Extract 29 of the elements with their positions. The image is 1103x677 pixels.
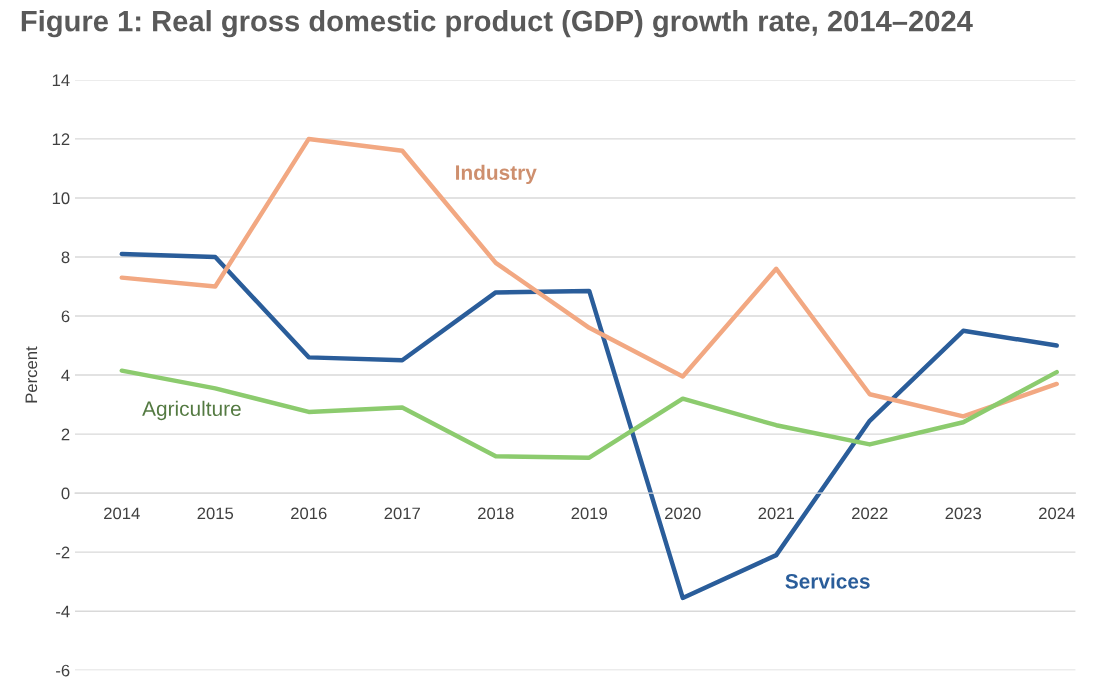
- x-tick-label: 2023: [945, 507, 982, 520]
- x-tick-label: 2016: [291, 507, 327, 520]
- y-tick-label: 12: [52, 133, 70, 145]
- series-label: Agriculture: [142, 400, 241, 421]
- y-tick-label: -6: [56, 664, 70, 677]
- x-tick-label: 2015: [197, 507, 234, 520]
- line-series: [119, 136, 1059, 419]
- x-tick-label: 2014: [104, 507, 140, 520]
- y-tick-label: 8: [61, 251, 70, 264]
- y-tick-label: -4: [56, 605, 70, 618]
- x-tick-label: 2018: [478, 507, 514, 520]
- y-tick-label: -2: [56, 546, 70, 559]
- line-series: [119, 368, 1059, 460]
- x-tick-label: 2017: [384, 507, 420, 520]
- y-tick-label: 6: [61, 310, 70, 323]
- x-tick-label: 2020: [665, 507, 701, 520]
- x-tick-label: 2022: [852, 507, 888, 520]
- series-label: Industry: [456, 164, 537, 185]
- x-tick-label: 2021: [758, 507, 794, 520]
- y-tick-label: 4: [61, 369, 70, 382]
- chart-title: Figure 1: Real gross domestic product (GDP) growth rate, 2014–2024: [21, 10, 973, 38]
- y-tick-label: 14: [52, 74, 70, 86]
- series-label: Services: [785, 573, 870, 589]
- y-tick-label: 10: [52, 192, 70, 205]
- y-axis-title: Percent: [25, 346, 38, 403]
- y-tick-label: 2: [61, 428, 70, 441]
- x-tick-label: 2019: [571, 507, 607, 520]
- x-tick-label: 2024: [1039, 507, 1075, 520]
- y-tick-label: 0: [61, 487, 70, 500]
